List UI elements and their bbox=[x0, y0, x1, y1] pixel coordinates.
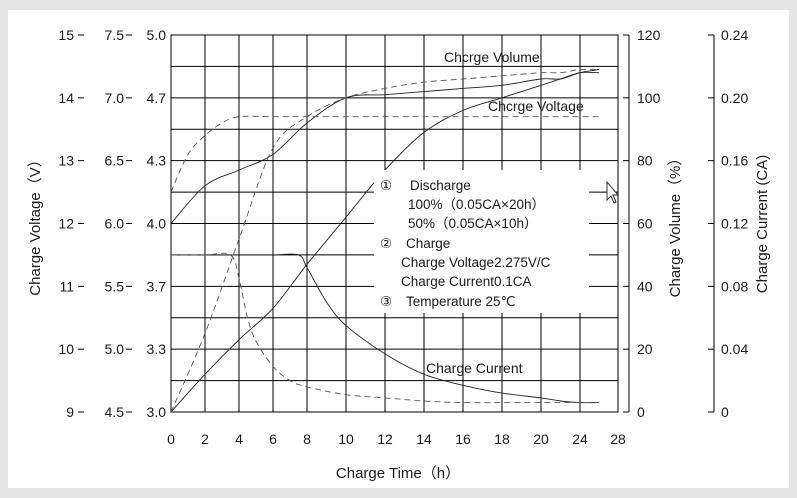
legend-item: 50%（0.05CA×10h） bbox=[408, 216, 537, 231]
x-tick-label: 24 bbox=[572, 431, 588, 447]
y-tick-label-left: 4.7 bbox=[147, 90, 167, 106]
y-tick-label-left: 4.5 bbox=[105, 404, 125, 420]
x-tick-label: 14 bbox=[416, 431, 432, 447]
series-voltage-50-line bbox=[170, 115, 599, 193]
y-tick-label-left: 5.0 bbox=[147, 27, 167, 43]
y-tick-label-left: 5.5 bbox=[105, 278, 125, 294]
curve-label-volume: Chcrge Volume bbox=[444, 49, 540, 65]
y-tick-label-right: 120 bbox=[637, 27, 661, 43]
y-tick-label-left: 3.0 bbox=[147, 404, 167, 420]
y-tick-label-right: 0.16 bbox=[721, 153, 748, 169]
y-tick-label-right: 0.12 bbox=[721, 216, 748, 232]
y-tick-label-right: 100 bbox=[637, 90, 661, 106]
series-volume-50-line bbox=[170, 68, 600, 413]
y-axis-title-current: Charge Current (CA) bbox=[754, 155, 771, 293]
legend-marker: ② bbox=[380, 236, 392, 251]
y-tick-label-left: 9 bbox=[66, 404, 74, 420]
y-tick-label-right: 0 bbox=[637, 404, 645, 420]
cursor-arrow-icon bbox=[606, 180, 620, 204]
y-axis-title-volume: Charge Volume（%） bbox=[667, 151, 684, 298]
x-tick-label: 20 bbox=[533, 431, 549, 447]
x-tick-label: 2 bbox=[201, 431, 209, 447]
x-tick-label: 6 bbox=[269, 431, 277, 447]
y-tick-label-left: 6.5 bbox=[105, 153, 125, 169]
x-tick-label: 8 bbox=[303, 431, 311, 447]
chart-frame: 15 14 13 12 11 10 9 7.5 7.0 6.5 6.0 5.5 5.0 4.5 5.0 4.7… bbox=[8, 10, 789, 488]
y-tick-label-right: 40 bbox=[637, 278, 653, 294]
x-tick-label: 0 bbox=[167, 431, 175, 447]
y-tick-label-right: 20 bbox=[637, 341, 653, 357]
y-tick-label-left: 12 bbox=[58, 216, 74, 232]
chart: 15 14 13 12 11 10 9 7.5 7.0 6.5 6.0 5.5 5.0 4.5 5.0 4.7… bbox=[27, 27, 771, 482]
x-tick-label: 28 bbox=[610, 431, 626, 447]
y-tick-label-left: 7.5 bbox=[105, 27, 125, 43]
legend-item: 100%（0.05CA×20h） bbox=[408, 197, 545, 212]
x-tick-label: 10 bbox=[338, 431, 354, 447]
legend-item: Temperature 25℃ bbox=[406, 294, 516, 309]
y-tick-label-left: 15 bbox=[58, 27, 74, 43]
y-tick-label-left: 14 bbox=[58, 90, 74, 106]
x-tick-label: 12 bbox=[377, 431, 393, 447]
x-tick-label: 4 bbox=[235, 431, 243, 447]
legend-marker: ① bbox=[380, 178, 392, 193]
series-volume-100-line bbox=[170, 71, 600, 413]
y-tick-label-right: 60 bbox=[637, 216, 653, 232]
y-tick-label-left: 7.0 bbox=[105, 90, 125, 106]
legend-marker: ③ bbox=[380, 294, 392, 309]
curves bbox=[170, 68, 600, 413]
y-tick-label-left: 13 bbox=[58, 153, 74, 169]
y-tick-label-right: 0 bbox=[721, 404, 729, 420]
curve-label-current: Charge Current bbox=[426, 360, 523, 376]
y-tick-label-left: 11 bbox=[59, 278, 74, 294]
legend-item: Discharge bbox=[410, 178, 471, 193]
y-axis-title-voltage: Charge Voltage（V） bbox=[27, 152, 44, 295]
legend-item: Charge Voltage2.275V/C bbox=[401, 255, 551, 270]
y-tick-label-right: 0.04 bbox=[721, 341, 748, 357]
series-current-50-line bbox=[171, 252, 599, 404]
y-tick-label-left: 5.0 bbox=[105, 341, 125, 357]
legend: ① Discharge 100%（0.05CA×20h） 50%（0.05CA×10h… bbox=[374, 170, 589, 313]
series-current-100-line bbox=[171, 253, 600, 404]
x-tick-label: 16 bbox=[455, 431, 471, 447]
y-tick-label-left: 3.7 bbox=[147, 278, 167, 294]
y-tick-label-right: 0.20 bbox=[721, 90, 748, 106]
y-tick-label-right: 0.24 bbox=[721, 27, 748, 43]
y-tick-label-left: 3.3 bbox=[147, 341, 167, 357]
tick-labels: 15 14 13 12 11 10 9 7.5 7.0 6.5 6.0 5.5 5.0 4.5 5.0 4.7… bbox=[58, 27, 748, 447]
y-tick-label-left: 4.3 bbox=[147, 153, 167, 169]
y-tick-label-right: 80 bbox=[637, 153, 653, 169]
legend-item: Charge Current0.1CA bbox=[401, 274, 532, 289]
y-tick-label-left: 4.0 bbox=[147, 216, 167, 232]
y-tick-label-left: 10 bbox=[58, 341, 74, 357]
y-tick-label-left: 6.0 bbox=[105, 216, 125, 232]
axis-lines bbox=[78, 34, 715, 413]
curve-label-voltage: Chcrge Voltage bbox=[488, 98, 584, 114]
x-axis-title: Charge Time（h） bbox=[336, 465, 460, 482]
legend-item: Charge bbox=[406, 236, 450, 251]
x-tick-label: 18 bbox=[494, 431, 510, 447]
y-tick-label-right: 0.08 bbox=[721, 278, 748, 294]
